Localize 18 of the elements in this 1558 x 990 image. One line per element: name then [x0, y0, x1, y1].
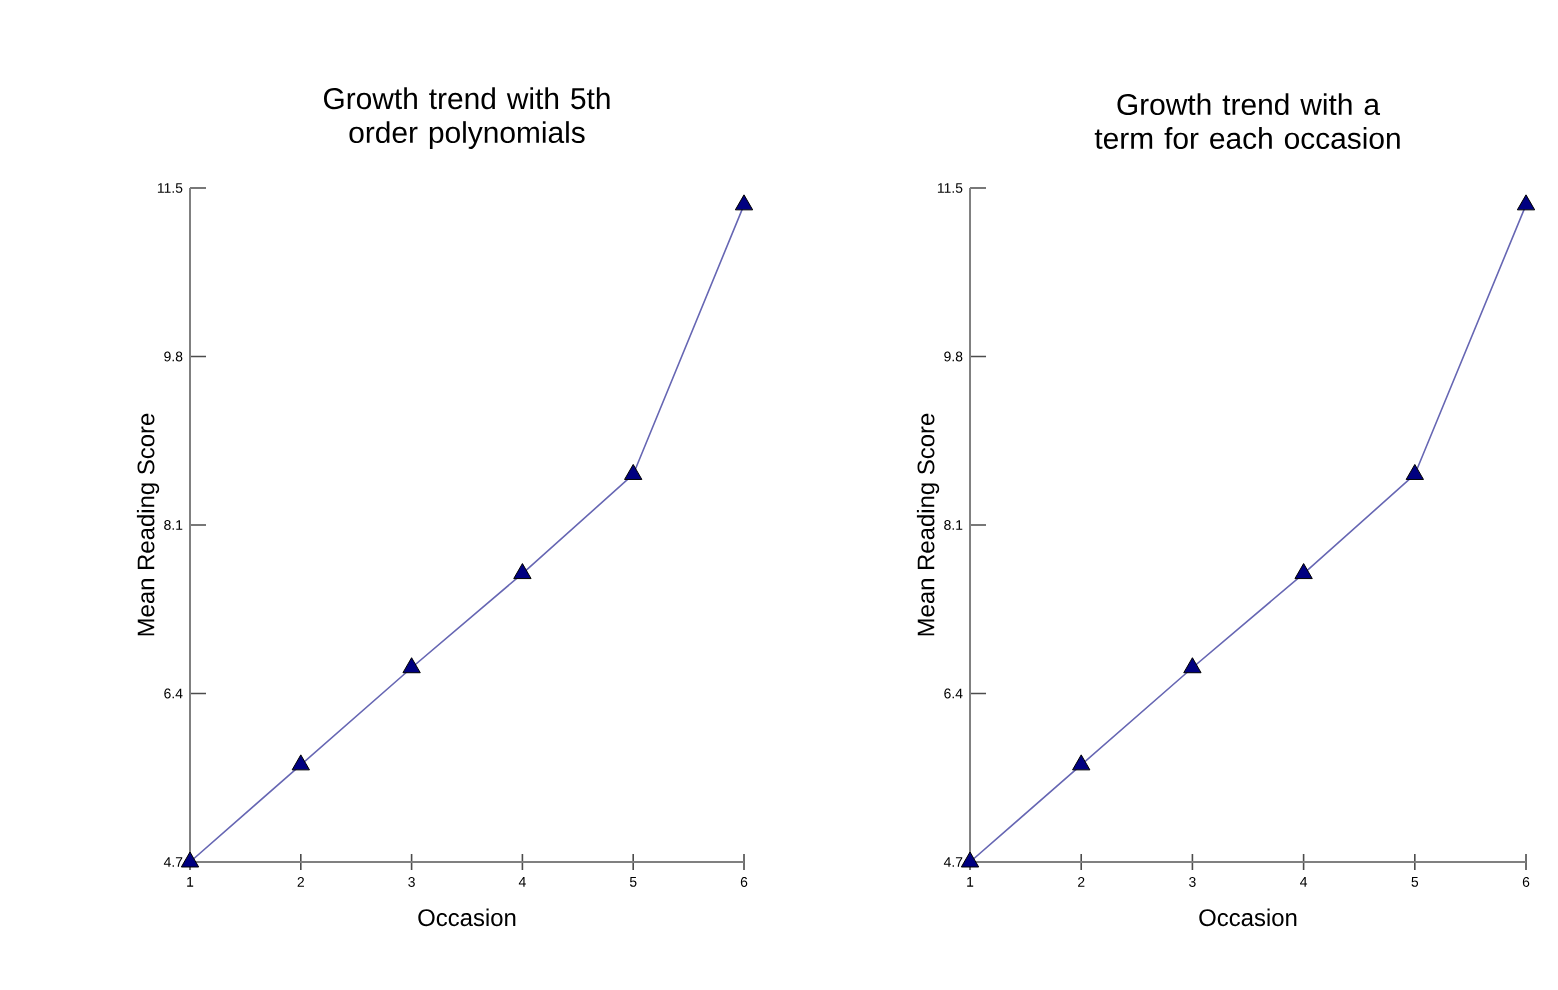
- y-axis-title: Mean Reading Score: [136, 413, 160, 636]
- point: [1516, 194, 1536, 211]
- point: [1294, 563, 1313, 580]
- point: [180, 851, 200, 868]
- point: [734, 194, 754, 211]
- chart-title: Growth trend with 5th order polynomials: [323, 87, 610, 149]
- point: [960, 851, 980, 868]
- y-axis-title: Mean Reading Score: [916, 413, 940, 636]
- point: [1405, 463, 1424, 480]
- x-axis-title: Occasion: [1199, 908, 1297, 927]
- point: [291, 754, 310, 771]
- point: [1072, 754, 1091, 771]
- point: [513, 563, 532, 580]
- chart-title: Growth trend with a term for each occasion: [1094, 93, 1400, 149]
- point: [624, 463, 643, 480]
- point: [402, 657, 421, 674]
- point: [1183, 657, 1202, 674]
- x-axis-title: Occasion: [418, 908, 516, 927]
